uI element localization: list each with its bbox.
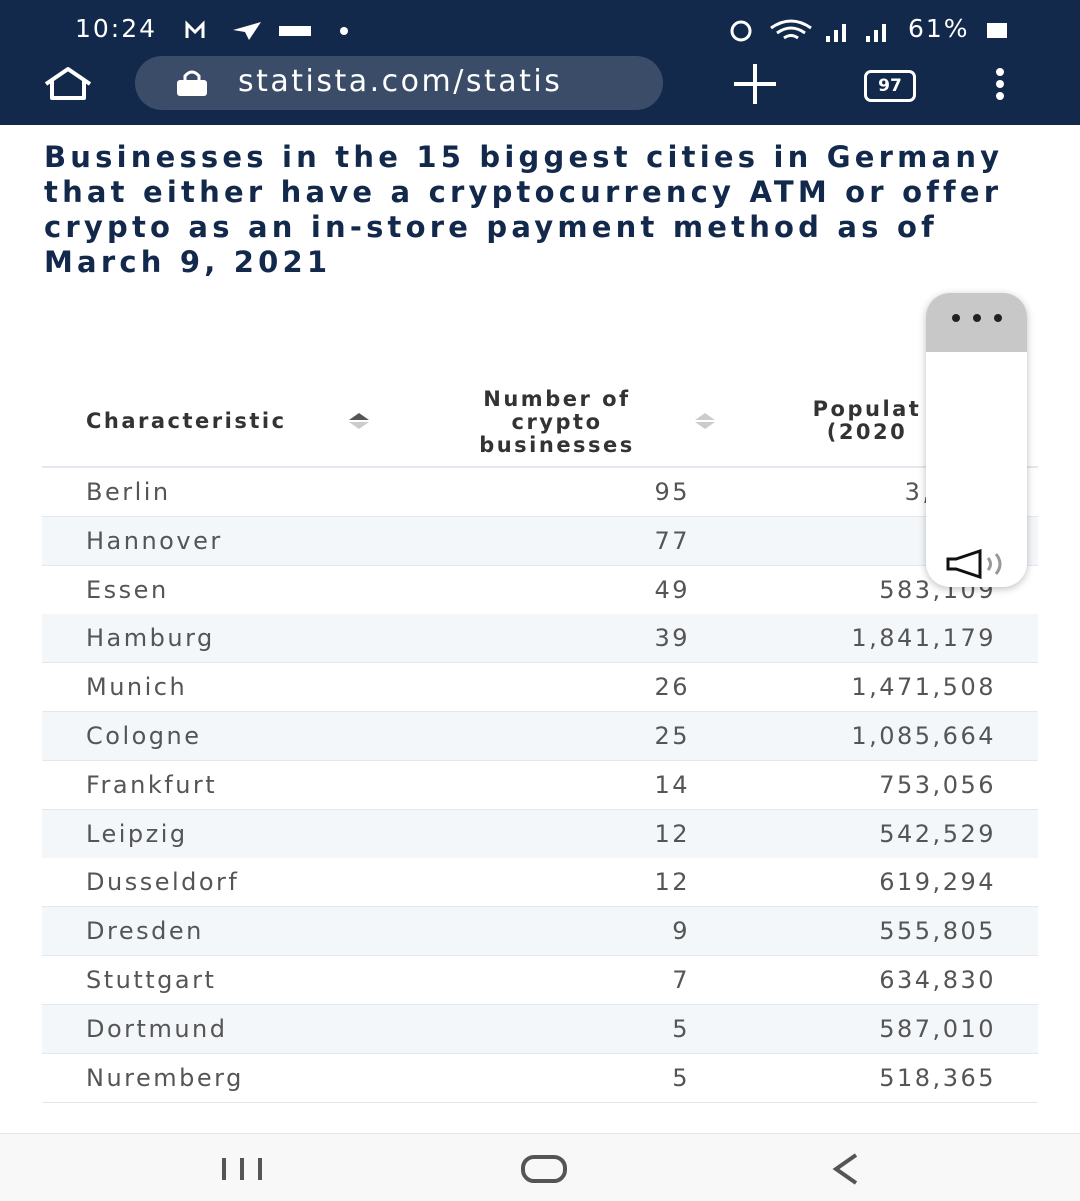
city-cell: Munich	[86, 673, 188, 702]
table-row: Hamburg 39 1,841,179	[42, 614, 1038, 664]
home-nav-button[interactable]	[520, 1154, 568, 1184]
count-cell: 26	[654, 673, 690, 702]
speaker-icon[interactable]	[946, 549, 1008, 579]
url-text[interactable]: statista.com/statis	[238, 64, 563, 99]
population-cell: 1,841,179	[851, 624, 996, 653]
population-cell: 587,010	[879, 1014, 996, 1043]
count-cell: 49	[654, 575, 690, 604]
count-cell: 5	[672, 1014, 690, 1043]
count-cell: 9	[672, 917, 690, 946]
back-button[interactable]	[830, 1152, 862, 1186]
population-cell: 1,471,508	[851, 673, 996, 702]
battery-icon	[987, 23, 1007, 38]
lock-icon	[177, 70, 207, 96]
table-row: Leipzig 12 542,529	[42, 809, 1038, 859]
header-line: Populat	[812, 397, 922, 421]
count-cell: 14	[654, 770, 690, 799]
count-cell: 77	[654, 526, 690, 555]
table-row: Cologne 25 1,085,664	[42, 712, 1038, 761]
count-cell: 5	[672, 1063, 690, 1092]
population-cell: 753,056	[879, 770, 996, 799]
city-cell: Leipzig	[86, 819, 188, 848]
population-cell: 1,085,664	[851, 722, 996, 750]
city-cell: Berlin	[86, 478, 171, 506]
table-row: Frankfurt 14 753,056	[42, 760, 1038, 810]
city-cell: Dusseldorf	[86, 868, 240, 897]
browser-top-bar: 10:24 61% statista.com/statis 97	[0, 0, 1080, 125]
column-header: Number of crypto businesses	[442, 388, 672, 457]
count-cell: 95	[654, 478, 690, 506]
header-line: Number of	[483, 387, 631, 411]
column-header: Populat (2020	[772, 398, 962, 444]
city-cell: Frankfurt	[86, 770, 218, 799]
table-row: Nuremberg 5 518,365	[42, 1053, 1038, 1103]
count-cell: 39	[654, 624, 690, 653]
population-cell: 518,365	[879, 1063, 996, 1092]
count-cell: 25	[654, 722, 690, 750]
floating-panel[interactable]	[926, 293, 1027, 587]
table-row: Berlin953,644,	[42, 468, 1038, 517]
population-cell: 619,294	[879, 868, 996, 897]
page-title: Businesses in the 15 biggest cities in G…	[44, 140, 1004, 279]
table-row: Essen 49 583,109	[42, 565, 1038, 615]
header-line: businesses	[479, 433, 635, 457]
header-line: crypto	[511, 410, 603, 434]
status-icons-left	[185, 20, 348, 40]
table-row: Dortmund 5 587,010	[42, 1004, 1038, 1054]
status-battery: 61%	[908, 14, 970, 43]
city-cell: Dortmund	[86, 1014, 228, 1043]
recent-apps-button[interactable]	[220, 1156, 266, 1182]
system-nav-bar	[0, 1133, 1080, 1201]
menu-button[interactable]	[990, 68, 1010, 100]
city-cell: Hannover	[86, 526, 223, 555]
new-tab-button[interactable]	[732, 62, 778, 106]
count-cell: 7	[672, 966, 690, 994]
sort-icon[interactable]	[348, 412, 370, 430]
header-line: (2020	[826, 420, 908, 444]
column-header: Characteristic	[86, 410, 287, 433]
panel-handle[interactable]	[926, 293, 1027, 352]
status-icons-right	[730, 19, 886, 42]
table-row: Dresden 9 555,805	[42, 907, 1038, 957]
header-line: Characteristic	[86, 409, 287, 433]
tab-count[interactable]: 97	[864, 70, 916, 102]
population-cell: 634,830	[879, 966, 996, 994]
table-row: Stuttgart 7 634,830	[42, 956, 1038, 1005]
table-row: Munich 26 1,471,508	[42, 663, 1038, 713]
status-time: 10:24	[75, 14, 158, 43]
panel-dots	[952, 314, 1002, 322]
city-cell: Nuremberg	[86, 1063, 244, 1092]
city-cell: Essen	[86, 575, 169, 604]
population-cell: 555,805	[879, 917, 996, 946]
sort-icon[interactable]	[694, 412, 716, 430]
address-bar[interactable]	[135, 56, 663, 110]
home-button[interactable]	[42, 66, 94, 102]
count-cell: 12	[654, 819, 690, 848]
city-cell: Hamburg	[86, 624, 215, 653]
city-cell: Dresden	[86, 917, 204, 946]
table-header: Characteristic Number of crypto businesses P…	[42, 378, 1038, 468]
count-cell: 12	[654, 868, 690, 897]
city-cell: Stuttgart	[86, 966, 217, 994]
population-cell: 542,529	[879, 819, 996, 848]
city-cell: Cologne	[86, 722, 202, 750]
table-row: Dusseldorf 12 619,294	[42, 858, 1038, 908]
table-row: Hannover77538,	[42, 516, 1038, 566]
